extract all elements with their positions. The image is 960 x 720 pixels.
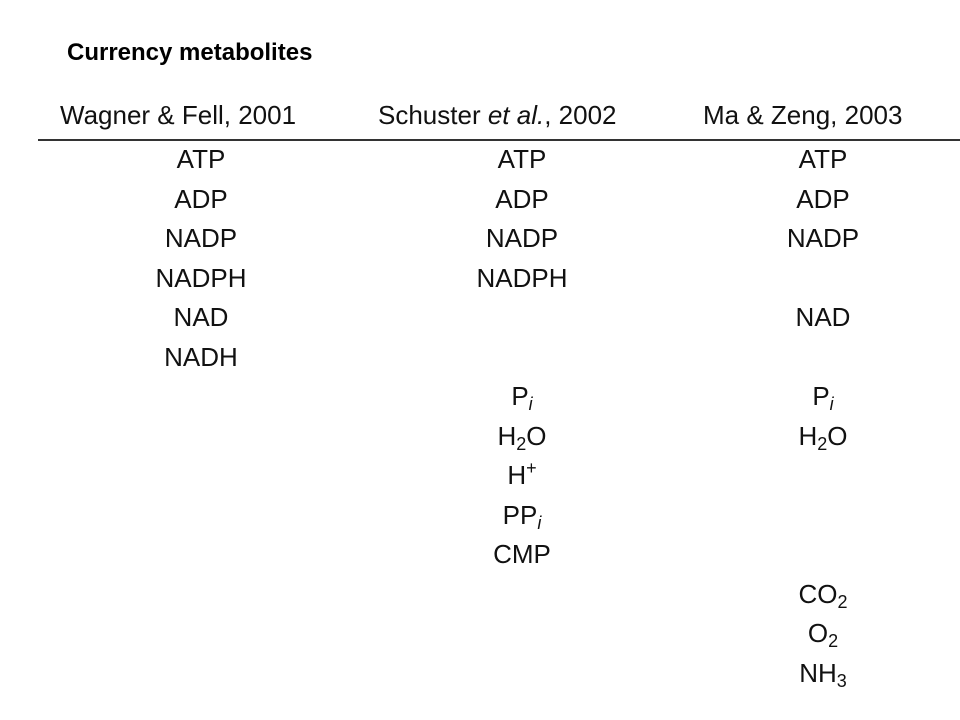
metabolite-formula: NADH [164,341,238,372]
formula-subscript-italic: i [528,394,533,414]
metabolite-cell: CMP [392,536,652,572]
metabolite-cell: O2 [693,615,953,651]
metabolite-cell: NADPH [392,260,652,296]
metabolite-formula: ADP [796,183,850,214]
metabolite-cell: ADP [693,181,953,217]
metabolite-cell: NADP [71,220,331,256]
metabolite-cell: H2O [693,418,953,454]
metabolite-cell: NAD [71,299,331,335]
metabolite-cell: NADP [693,220,953,256]
formula-subscript-italic: i [829,394,834,414]
column-schuster: ATP ADP NADP NADPH Pi H2O H+ PPi CMP [392,141,652,701]
header-author: Schuster [378,100,488,130]
metabolite-formula: NH [799,657,837,688]
metabolite-formula: ATP [497,144,547,174]
metabolite-formula: NADPH [155,262,247,293]
formula-tail: O [526,420,547,451]
formula-subscript: 2 [516,433,527,454]
header-year: , 2003 [830,100,903,130]
formula-subscript: 2 [837,591,848,612]
metabolite-formula: NADP [786,223,860,253]
formula-subscript: 3 [836,670,847,691]
metabolite-cell: NADP [392,220,652,256]
metabolite-cell: ATP [71,141,331,177]
metabolite-cell: H2O [392,418,652,454]
metabolite-cell: CO2 [693,576,953,612]
formula-subscript: 2 [817,433,828,454]
metabolite-cell: ADP [392,181,652,217]
metabolite-formula: CO [798,578,838,609]
column-ma-zeng: ATP ADP NADP NAD Pi H2O CO2 O2 NH3 [693,141,953,701]
metabolite-formula: NAD [795,302,851,332]
formula-tail: O [827,420,848,451]
column-wagner-fell: ATP ADP NADP NADPH NAD NADH [71,141,331,701]
metabolite-formula: ATP [176,144,226,174]
metabolite-formula: NADPH [476,262,568,293]
metabolite-formula: H [497,420,517,451]
metabolite-formula: NADP [485,223,559,253]
metabolite-cell: Pi [392,378,652,414]
column-header-wagner-fell: Wagner & Fell, 2001 [60,96,296,134]
header-year: , 2001 [223,100,297,130]
metabolite-cell: PPi [392,497,652,533]
header-rule [38,139,960,141]
metabolite-cell: ATP [392,141,652,177]
formula-subscript: 2 [828,631,839,651]
metabolite-formula: P [511,381,529,411]
metabolite-cell: Pi [693,378,953,414]
header-year: , 2002 [544,100,617,130]
metabolite-formula: NADP [164,223,238,253]
formula-subscript-italic: i [537,512,542,533]
metabolite-cell: NADH [71,339,331,375]
metabolite-formula: P [812,381,830,411]
metabolite-formula: H [798,420,818,451]
metabolite-formula: H [507,460,527,490]
table-header-row: Wagner & Fell, 2001 Schuster et al., 200… [0,96,960,134]
metabolite-formula: O [807,618,829,648]
metabolite-formula: ATP [798,144,848,174]
metabolite-formula: ADP [174,183,228,214]
column-header-ma-zeng: Ma & Zeng, 2003 [703,96,902,134]
metabolite-cell: NAD [693,299,953,335]
column-header-schuster: Schuster et al., 2002 [378,96,617,134]
metabolite-cell: ADP [71,181,331,217]
formula-superscript: + [526,458,537,478]
header-etal: et al. [487,100,545,130]
metabolite-cell: ATP [693,141,953,177]
metabolite-cell: NH3 [693,655,953,691]
slide-title: Currency metabolites [67,39,313,66]
metabolite-cell: NADPH [71,260,331,296]
metabolite-formula: PP [502,499,538,530]
header-author: Wagner & Fell [60,100,224,130]
metabolite-cell: H+ [392,457,652,493]
metabolite-formula: NAD [173,302,229,332]
metabolite-formula: ADP [495,183,549,214]
header-author: Ma & Zeng [703,100,831,130]
metabolite-formula: CMP [493,539,551,569]
